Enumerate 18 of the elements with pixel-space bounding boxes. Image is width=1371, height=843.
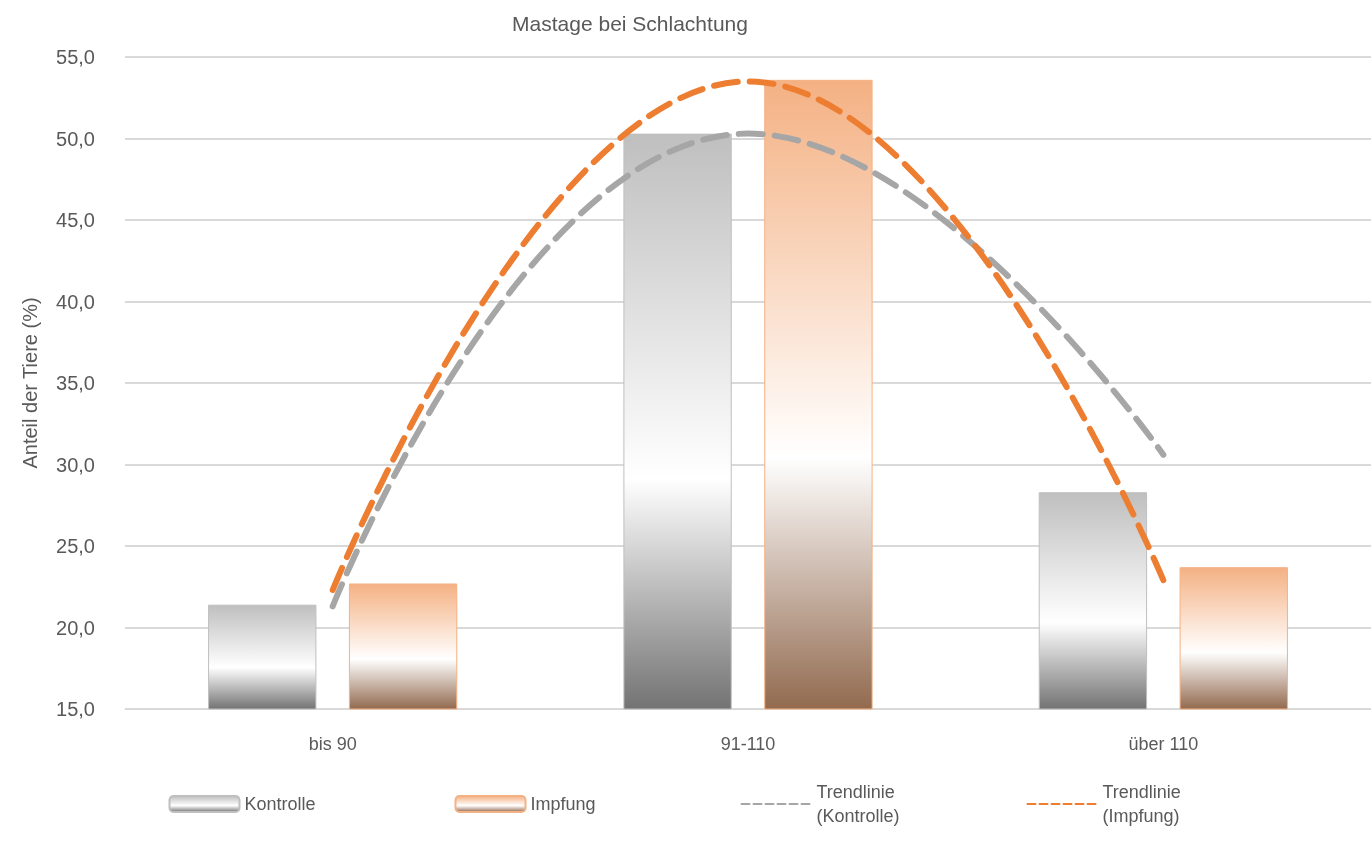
y-tick-label: 45,0	[56, 209, 95, 231]
legend-label: Impfung	[530, 794, 596, 814]
y-tick-label: 30,0	[56, 453, 95, 476]
y-tick-label: 15,0	[56, 698, 95, 720]
y-tick-label: 40,0	[56, 290, 95, 313]
y-tick-label: 55,0	[56, 46, 95, 68]
y-axis-title: Anteil der Tiere (%)	[19, 297, 41, 469]
y-tick-label: 25,0	[56, 535, 95, 557]
chart-title: Mastage bei Schlachtung	[512, 12, 748, 35]
x-tick-label: 91-110	[720, 734, 776, 754]
x-tick-label: über 110	[1128, 734, 1199, 754]
legend-label: Kontrolle	[244, 794, 316, 814]
y-tick-label: 35,0	[56, 372, 95, 394]
legend-label: Trendlinie (Kontrolle)	[816, 782, 900, 826]
y-tick-label: 50,0	[56, 127, 95, 150]
y-tick-label: 20,0	[56, 616, 95, 639]
legend-label: Trendlinie (Impfung)	[1102, 782, 1186, 826]
x-tick-label: bis 90	[308, 734, 357, 754]
